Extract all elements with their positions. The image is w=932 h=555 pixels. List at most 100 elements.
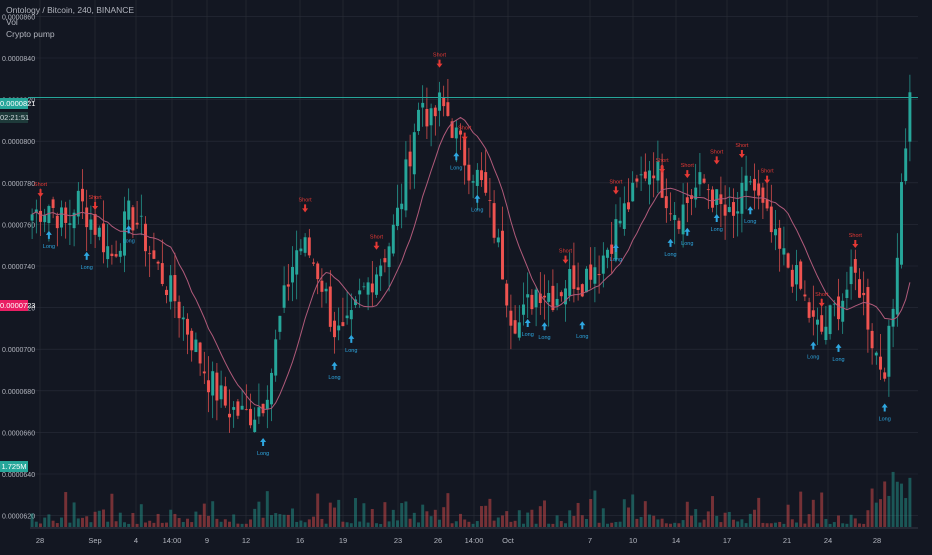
volume-bar bbox=[635, 518, 639, 527]
volume-bar bbox=[312, 516, 315, 527]
volume-bar bbox=[30, 513, 34, 527]
candle-body bbox=[652, 175, 656, 179]
time-tick-label: 17 bbox=[723, 536, 731, 545]
volume-bar bbox=[576, 502, 580, 527]
candle-body bbox=[597, 274, 601, 276]
volume-bar bbox=[669, 523, 672, 527]
volume-bar bbox=[370, 509, 374, 527]
candle-body bbox=[354, 299, 357, 306]
candle-body bbox=[282, 285, 286, 308]
long-signal-label: Long bbox=[744, 219, 756, 225]
volume-bar bbox=[753, 509, 756, 527]
candle-body bbox=[677, 220, 681, 230]
volume-bar bbox=[879, 499, 882, 527]
candle-body bbox=[849, 266, 853, 285]
volume-bar bbox=[60, 517, 63, 527]
candle-body bbox=[240, 405, 244, 410]
candle-body bbox=[425, 108, 429, 127]
candle-body bbox=[34, 209, 38, 213]
short-arrow-icon bbox=[764, 175, 771, 184]
candle-body bbox=[568, 269, 572, 296]
candle-body bbox=[664, 196, 668, 209]
candle-body bbox=[744, 175, 748, 191]
volume-bar bbox=[144, 522, 147, 527]
indicator-vol[interactable]: Vol bbox=[6, 17, 18, 27]
candle-body bbox=[299, 248, 303, 252]
indicator-crypto-pump[interactable]: Crypto pump bbox=[6, 29, 55, 39]
volume-bar bbox=[438, 519, 441, 527]
volume-bar bbox=[488, 498, 492, 527]
short-signal-label: Short bbox=[34, 182, 48, 188]
candle-body bbox=[223, 386, 227, 406]
volume-bar bbox=[803, 523, 807, 527]
candle-body bbox=[681, 204, 685, 235]
candle-body bbox=[723, 204, 727, 216]
candle-body bbox=[778, 227, 782, 249]
volume-bar bbox=[131, 512, 135, 527]
time-tick-label: 16 bbox=[296, 536, 304, 545]
volume-bar bbox=[303, 522, 307, 527]
volume-bar bbox=[249, 519, 252, 527]
candle-body bbox=[316, 263, 320, 280]
candle-body bbox=[30, 214, 34, 221]
volume-bar bbox=[564, 523, 567, 527]
candle-body bbox=[530, 294, 534, 310]
volume-value-tag: 1.725M bbox=[0, 461, 28, 472]
volume-bar bbox=[404, 501, 408, 527]
candle-body bbox=[131, 207, 135, 231]
time-tick-label: 12 bbox=[242, 536, 250, 545]
volume-bar bbox=[391, 509, 395, 527]
volume-bar bbox=[555, 515, 559, 527]
volume-bar bbox=[110, 493, 114, 527]
price-tick-label: 0.0000660 bbox=[2, 430, 35, 437]
volume-bar bbox=[631, 494, 635, 527]
candle-body bbox=[387, 246, 391, 268]
volume-bar bbox=[383, 502, 387, 527]
volume-bar bbox=[278, 514, 282, 527]
volume-bar bbox=[501, 515, 504, 527]
candle-body bbox=[202, 371, 206, 374]
long-signal-label: Long bbox=[832, 357, 844, 363]
candles bbox=[30, 74, 912, 433]
volume-bar bbox=[828, 523, 832, 527]
volume-bar bbox=[387, 521, 391, 527]
long-arrow-icon bbox=[453, 152, 460, 161]
volume-bar bbox=[236, 523, 240, 527]
short-arrow-icon bbox=[37, 189, 44, 198]
short-arrow-icon bbox=[461, 132, 468, 141]
volume-bars bbox=[30, 471, 912, 527]
candle-body bbox=[816, 319, 819, 325]
symbol-title[interactable]: Ontology / Bitcoin, 240, BINANCE bbox=[6, 5, 135, 15]
volume-bar bbox=[194, 511, 198, 527]
candle-body bbox=[173, 275, 177, 302]
long-signal-label: Long bbox=[471, 208, 483, 214]
short-arrow-icon bbox=[852, 239, 859, 248]
volume-bar bbox=[845, 523, 849, 527]
volume-bar bbox=[274, 513, 278, 527]
volume-bar bbox=[165, 522, 168, 527]
volume-bar bbox=[316, 493, 320, 527]
candle-body bbox=[631, 182, 635, 202]
volume-bar bbox=[517, 510, 521, 527]
volume-bar bbox=[660, 518, 664, 527]
candle-body bbox=[727, 207, 731, 213]
chart-legend: Ontology / Bitcoin, 240, BINANCE Vol Cry… bbox=[6, 4, 134, 40]
candle-body bbox=[324, 288, 328, 292]
long-arrow-icon bbox=[524, 319, 531, 328]
volume-bar bbox=[76, 518, 80, 527]
price-tick-label: 0.0000680 bbox=[2, 389, 35, 396]
volume-bar bbox=[307, 519, 311, 527]
volume-bar bbox=[656, 519, 660, 527]
volume-bar bbox=[858, 523, 861, 527]
volume-bar bbox=[421, 504, 425, 527]
candle-body bbox=[593, 267, 597, 284]
candle-body bbox=[39, 210, 42, 222]
candle-body bbox=[480, 170, 483, 181]
volume-bar bbox=[467, 521, 471, 527]
candle-body bbox=[782, 248, 786, 255]
volume-bar bbox=[711, 496, 714, 527]
volume-bar bbox=[530, 509, 534, 527]
candle-body bbox=[43, 215, 47, 223]
